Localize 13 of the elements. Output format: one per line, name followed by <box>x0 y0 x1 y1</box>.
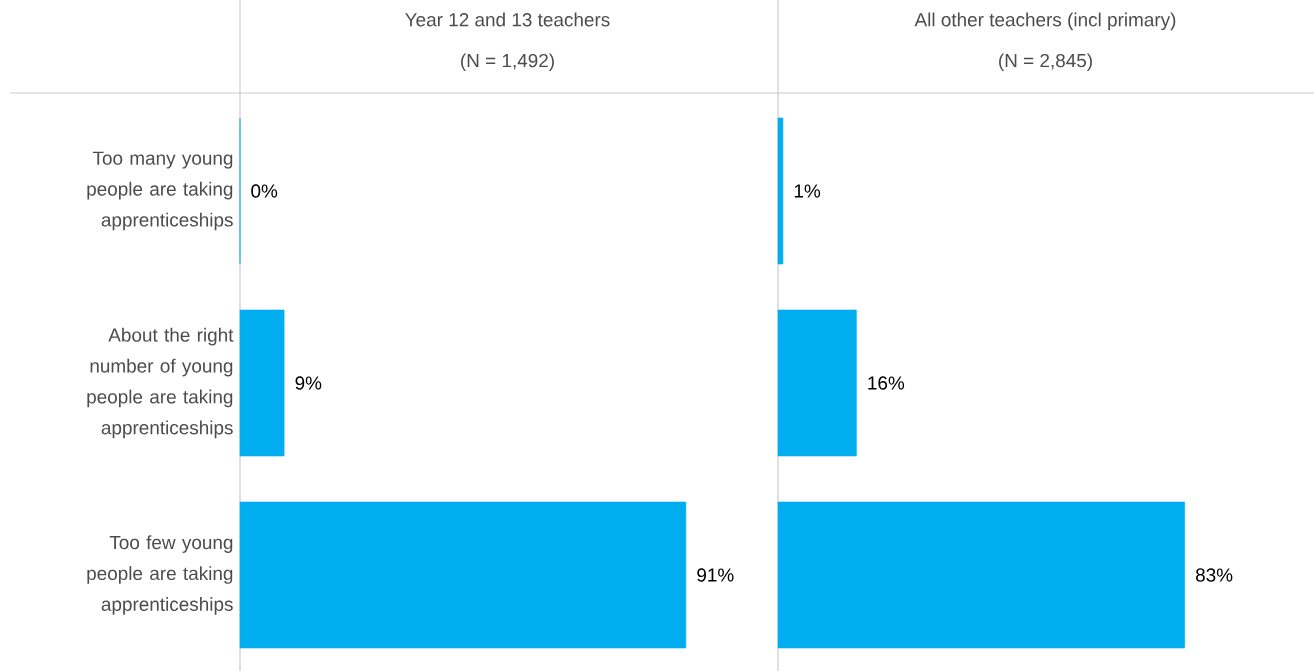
data-label: 9% <box>295 376 322 390</box>
y-tick-label: Too many young people are taking apprenticeships <box>87 151 233 231</box>
text: (N = 1,492) <box>461 53 554 72</box>
y-tick-label: Too few young people are taking apprenticeships <box>87 535 233 615</box>
data-label: 1% <box>794 184 821 198</box>
data-label: 83% <box>1195 568 1233 582</box>
text: All other teachers (incl primary) <box>914 12 1176 31</box>
text: (N = 2,845) <box>999 53 1092 72</box>
y-tick-label: About the right number of young people are taking apprenticeships <box>87 327 234 439</box>
text: Year 12 and 13 teachers <box>405 12 610 27</box>
data-label: 91% <box>697 568 734 582</box>
data-label: 0% <box>251 184 278 198</box>
data-label: 16% <box>868 376 905 390</box>
